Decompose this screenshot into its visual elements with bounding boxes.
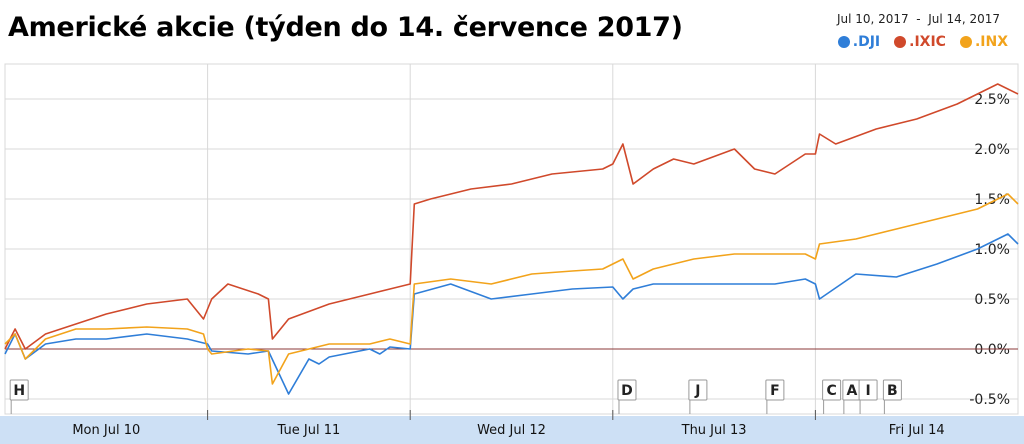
x-tick-label: Mon Jul 10 xyxy=(72,423,140,438)
legend-item-inx[interactable]: .INX xyxy=(959,34,1008,50)
y-tick-label: -0.5% xyxy=(969,392,1010,408)
legend-dot-inx xyxy=(959,36,972,48)
flag-box xyxy=(882,379,902,401)
flag-label: F xyxy=(770,383,780,399)
flag-label: I xyxy=(865,383,870,399)
flag-box xyxy=(765,379,785,401)
y-tick-label: 0.5% xyxy=(974,292,1010,308)
series-line-inx xyxy=(4,193,1019,385)
flag-label: D xyxy=(621,383,633,399)
y-tick-label: 0.0% xyxy=(974,342,1010,358)
x-tick-label: Tue Jul 11 xyxy=(277,423,341,438)
x-tick-label: Thu Jul 13 xyxy=(681,423,747,438)
flag-label: B xyxy=(887,383,898,399)
flag-box xyxy=(617,379,637,401)
flag-box xyxy=(688,379,708,401)
y-tick-label: 1.5% xyxy=(974,192,1010,208)
flag-label: H xyxy=(13,383,25,399)
series-line-ixic xyxy=(4,83,1019,350)
flag-label: C xyxy=(826,383,836,399)
y-tick-label: 1.0% xyxy=(974,242,1010,258)
legend-label-ixic: .IXIC xyxy=(909,34,946,50)
legend-label-inx: .INX xyxy=(974,34,1008,50)
legend-item-ixic[interactable]: .IXIC xyxy=(894,34,946,50)
flag-box xyxy=(9,379,29,401)
series-line-dji xyxy=(4,233,1019,395)
flag-box xyxy=(822,379,842,401)
legend-label-dji: .DJI xyxy=(852,34,881,50)
plot-border xyxy=(4,63,1019,415)
y-tick-label: 2.5% xyxy=(974,92,1010,108)
x-tick-label: Fri Jul 14 xyxy=(889,423,945,438)
x-axis-band xyxy=(0,416,1024,444)
legend-dot-dji xyxy=(837,36,850,48)
date-range: Jul 10, 2017 - Jul 14, 2017 xyxy=(836,12,1000,26)
chart-title: Americké akcie (týden do 14. července 20… xyxy=(8,12,683,43)
legend: .DJI .IXIC .INX xyxy=(837,34,1008,50)
flag-label: A xyxy=(846,383,857,399)
flag-box xyxy=(858,379,878,401)
legend-item-dji[interactable]: .DJI xyxy=(837,34,881,50)
legend-dot-ixic xyxy=(894,36,907,48)
y-tick-label: 2.0% xyxy=(974,142,1010,158)
x-tick-label: Wed Jul 12 xyxy=(477,423,546,438)
flag-label: J xyxy=(694,383,700,399)
